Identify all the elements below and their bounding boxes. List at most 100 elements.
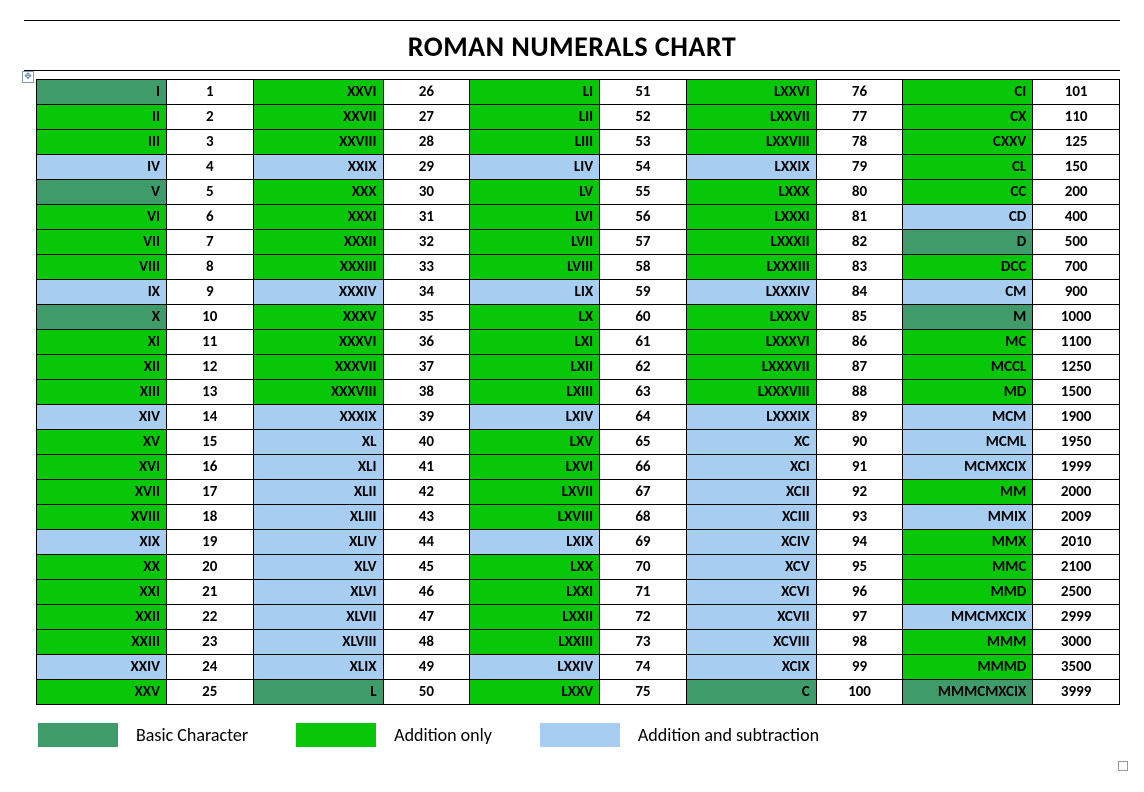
number-cell: 87 — [816, 355, 903, 380]
table-row: XIX19XLIV44LXIX69XCIV94MMX2010 — [37, 530, 1120, 555]
number-cell: 99 — [816, 655, 903, 680]
number-cell: 25 — [166, 680, 253, 705]
number-cell: 13 — [166, 380, 253, 405]
number-cell: 2100 — [1033, 555, 1120, 580]
roman-cell: XXIX — [253, 155, 383, 180]
roman-cell: VII — [37, 230, 167, 255]
roman-cell: XIX — [37, 530, 167, 555]
number-cell: 27 — [383, 105, 470, 130]
table-row: V5XXX30LV55LXXX80CC200 — [37, 180, 1120, 205]
table-row: XI11XXXVI36LXI61LXXXVI86MC1100 — [37, 330, 1120, 355]
roman-cell: XVII — [37, 480, 167, 505]
legend-label-addsub: Addition and subtraction — [638, 724, 819, 746]
number-cell: 15 — [166, 430, 253, 455]
number-cell: 1950 — [1033, 430, 1120, 455]
number-cell: 97 — [816, 605, 903, 630]
roman-cell: LXI — [470, 330, 600, 355]
roman-cell: LXXVII — [686, 105, 816, 130]
legend: Basic Character Addition only Addition a… — [16, 705, 1128, 747]
roman-cell: XCVI — [686, 580, 816, 605]
table-row: XXIII23XLVIII48LXXIII73XCVIII98MMM3000 — [37, 630, 1120, 655]
number-cell: 43 — [383, 505, 470, 530]
number-cell: 18 — [166, 505, 253, 530]
number-cell: 9 — [166, 280, 253, 305]
number-cell: 1000 — [1033, 305, 1120, 330]
table-row: I1XXVI26LI51LXXVI76CI101 — [37, 80, 1120, 105]
roman-cell: VI — [37, 205, 167, 230]
roman-cell: XLI — [253, 455, 383, 480]
roman-cell: LXIX — [470, 530, 600, 555]
number-cell: 100 — [816, 680, 903, 705]
legend-label-add: Addition only — [394, 724, 492, 746]
number-cell: 53 — [600, 130, 687, 155]
roman-cell: XCVII — [686, 605, 816, 630]
number-cell: 1999 — [1033, 455, 1120, 480]
roman-cell: CD — [903, 205, 1033, 230]
number-cell: 71 — [600, 580, 687, 605]
number-cell: 67 — [600, 480, 687, 505]
roman-cell: LXII — [470, 355, 600, 380]
number-cell: 12 — [166, 355, 253, 380]
roman-cell: IV — [37, 155, 167, 180]
roman-cell: LXXVI — [686, 80, 816, 105]
legend-item-basic: Basic Character — [38, 723, 248, 747]
legend-label-basic: Basic Character — [136, 724, 248, 746]
table-row: II2XXVII27LII52LXXVII77CX110 — [37, 105, 1120, 130]
roman-cell: LXXXI — [686, 205, 816, 230]
number-cell: 35 — [383, 305, 470, 330]
roman-cell: LXIV — [470, 405, 600, 430]
roman-cell: LXXIX — [686, 155, 816, 180]
roman-cell: MD — [903, 380, 1033, 405]
roman-cell: III — [37, 130, 167, 155]
number-cell: 83 — [816, 255, 903, 280]
number-cell: 101 — [1033, 80, 1120, 105]
roman-cell: LIII — [470, 130, 600, 155]
table-row: XVII17XLII42LXVII67XCII92MM2000 — [37, 480, 1120, 505]
roman-cell: CXXV — [903, 130, 1033, 155]
number-cell: 58 — [600, 255, 687, 280]
roman-cell: M — [903, 305, 1033, 330]
number-cell: 700 — [1033, 255, 1120, 280]
number-cell: 62 — [600, 355, 687, 380]
number-cell: 76 — [816, 80, 903, 105]
roman-cell: LIX — [470, 280, 600, 305]
number-cell: 50 — [383, 680, 470, 705]
roman-cell: LXXXVI — [686, 330, 816, 355]
number-cell: 89 — [816, 405, 903, 430]
number-cell: 29 — [383, 155, 470, 180]
table-move-handle-icon[interactable]: ✥ — [22, 71, 34, 83]
roman-cell: XCIII — [686, 505, 816, 530]
number-cell: 32 — [383, 230, 470, 255]
table-row: VIII8XXXIII33LVIII58LXXXIII83DCC700 — [37, 255, 1120, 280]
number-cell: 37 — [383, 355, 470, 380]
number-cell: 17 — [166, 480, 253, 505]
roman-cell: LXXXVIII — [686, 380, 816, 405]
roman-cell: XLVIII — [253, 630, 383, 655]
roman-cell: LXXI — [470, 580, 600, 605]
roman-cell: LXXXIX — [686, 405, 816, 430]
roman-cell: XCV — [686, 555, 816, 580]
roman-cell: MMCMXCIX — [903, 605, 1033, 630]
table-row: IX9XXXIV34LIX59LXXXIV84CM900 — [37, 280, 1120, 305]
number-cell: 94 — [816, 530, 903, 555]
roman-cell: LXXX — [686, 180, 816, 205]
roman-cell: XXVII — [253, 105, 383, 130]
roman-cell: V — [37, 180, 167, 205]
number-cell: 73 — [600, 630, 687, 655]
roman-cell: XX — [37, 555, 167, 580]
number-cell: 6 — [166, 205, 253, 230]
number-cell: 98 — [816, 630, 903, 655]
number-cell: 47 — [383, 605, 470, 630]
roman-cell: XVI — [37, 455, 167, 480]
legend-swatch-addsub — [540, 723, 620, 747]
roman-cell: LXIII — [470, 380, 600, 405]
number-cell: 88 — [816, 380, 903, 405]
roman-cell: XXI — [37, 580, 167, 605]
roman-cell: XXVI — [253, 80, 383, 105]
number-cell: 3999 — [1033, 680, 1120, 705]
number-cell: 26 — [383, 80, 470, 105]
number-cell: 2999 — [1033, 605, 1120, 630]
roman-cell: XLIV — [253, 530, 383, 555]
roman-cell: XXIII — [37, 630, 167, 655]
number-cell: 2009 — [1033, 505, 1120, 530]
